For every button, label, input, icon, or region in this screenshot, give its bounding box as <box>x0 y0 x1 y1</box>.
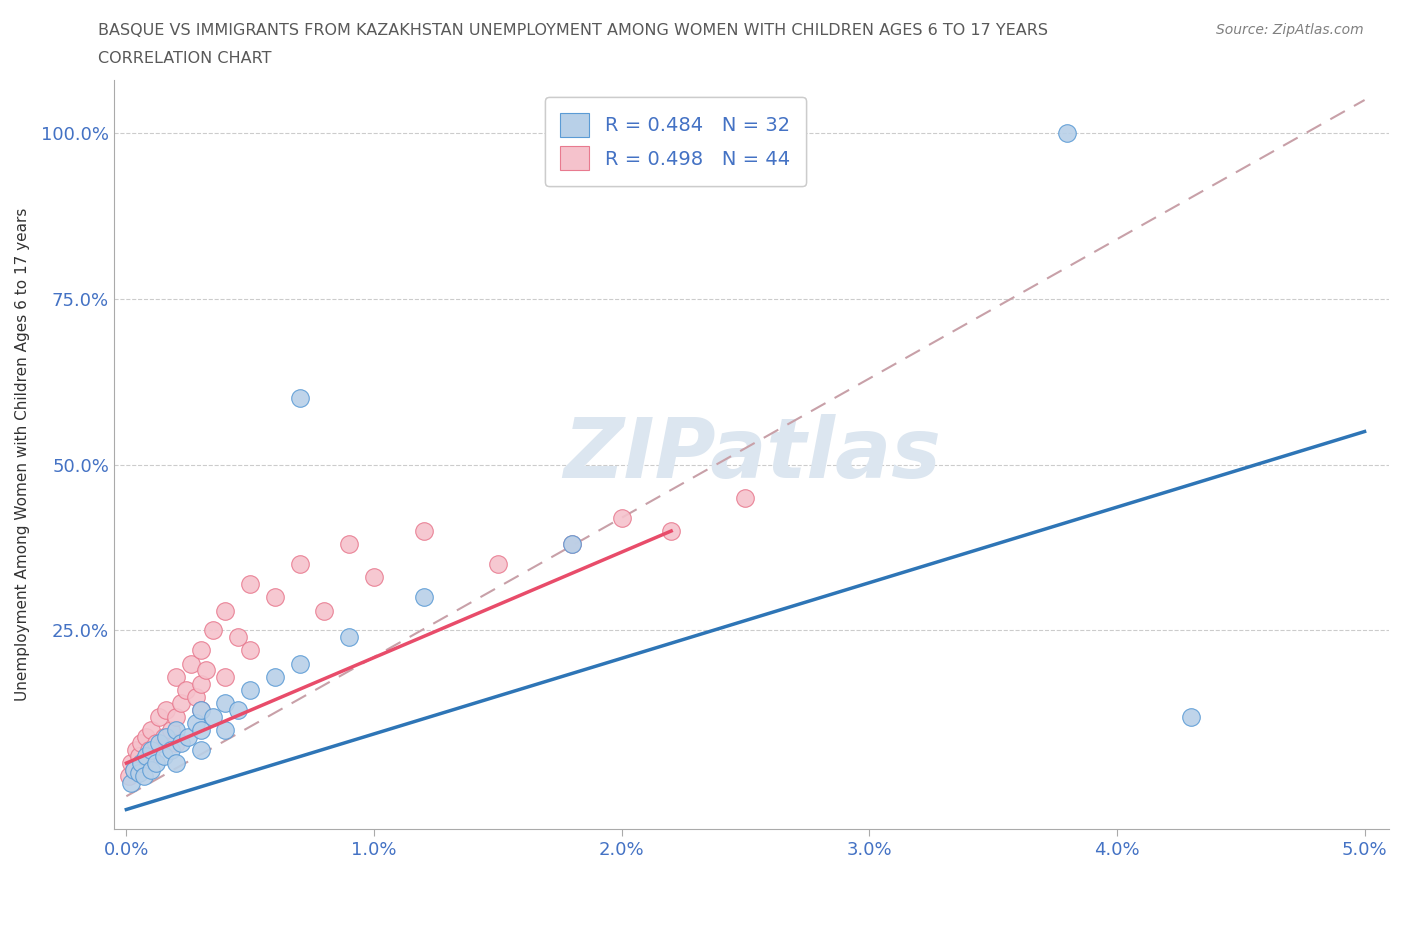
Point <box>184 689 207 704</box>
Point <box>145 756 167 771</box>
Point <box>165 756 187 771</box>
Point <box>120 776 142 790</box>
Point <box>139 723 162 737</box>
Point <box>125 742 148 757</box>
Point <box>135 729 157 744</box>
Point <box>139 763 162 777</box>
Point <box>264 670 287 684</box>
Point <box>412 524 434 538</box>
Point <box>190 723 212 737</box>
Point <box>363 570 385 585</box>
Point <box>190 643 212 658</box>
Point <box>226 630 249 644</box>
Point <box>165 736 187 751</box>
Point <box>129 756 152 771</box>
Text: BASQUE VS IMMIGRANTS FROM KAZAKHSTAN UNEMPLOYMENT AMONG WOMEN WITH CHILDREN AGES: BASQUE VS IMMIGRANTS FROM KAZAKHSTAN UNE… <box>98 23 1049 38</box>
Point <box>190 742 212 757</box>
Text: ZIPatlas: ZIPatlas <box>562 414 941 496</box>
Legend: R = 0.484   N = 32, R = 0.498   N = 44: R = 0.484 N = 32, R = 0.498 N = 44 <box>544 98 806 186</box>
Point <box>138 742 160 757</box>
Point <box>128 765 150 780</box>
Point <box>214 696 236 711</box>
Point <box>152 749 174 764</box>
Point <box>288 557 311 572</box>
Point <box>160 723 183 737</box>
Point <box>239 577 262 591</box>
Point <box>190 702 212 717</box>
Point <box>184 716 207 731</box>
Point <box>139 742 162 757</box>
Point <box>122 763 145 777</box>
Point <box>239 683 262 698</box>
Point <box>132 769 155 784</box>
Point <box>145 736 167 751</box>
Point <box>561 537 583 551</box>
Point <box>337 630 360 644</box>
Point <box>120 756 142 771</box>
Point <box>659 524 682 538</box>
Point <box>160 742 183 757</box>
Point <box>1056 126 1078 140</box>
Point <box>337 537 360 551</box>
Point <box>202 623 225 638</box>
Point <box>177 729 200 744</box>
Point <box>226 702 249 717</box>
Point <box>194 663 217 678</box>
Point <box>170 736 193 751</box>
Point <box>165 723 187 737</box>
Point <box>155 729 177 744</box>
Point <box>170 696 193 711</box>
Point <box>148 736 170 751</box>
Point <box>734 490 756 505</box>
Point <box>190 702 212 717</box>
Point <box>118 769 141 784</box>
Text: Source: ZipAtlas.com: Source: ZipAtlas.com <box>1216 23 1364 37</box>
Point <box>174 683 197 698</box>
Point <box>165 670 187 684</box>
Point <box>239 643 262 658</box>
Point <box>486 557 509 572</box>
Point <box>132 756 155 771</box>
Point <box>139 749 162 764</box>
Point <box>128 749 150 764</box>
Point <box>314 604 336 618</box>
Point <box>135 749 157 764</box>
Point <box>165 710 187 724</box>
Text: CORRELATION CHART: CORRELATION CHART <box>98 51 271 66</box>
Point <box>214 670 236 684</box>
Point <box>190 676 212 691</box>
Point <box>152 729 174 744</box>
Point <box>264 590 287 604</box>
Point <box>412 590 434 604</box>
Point <box>148 710 170 724</box>
Point <box>288 391 311 405</box>
Point <box>561 537 583 551</box>
Point <box>610 511 633 525</box>
Point <box>180 657 202 671</box>
Point <box>155 702 177 717</box>
Point <box>122 763 145 777</box>
Point <box>1180 710 1202 724</box>
Point <box>202 710 225 724</box>
Point <box>129 736 152 751</box>
Point <box>288 657 311 671</box>
Y-axis label: Unemployment Among Women with Children Ages 6 to 17 years: Unemployment Among Women with Children A… <box>15 208 30 701</box>
Point <box>214 604 236 618</box>
Point <box>214 723 236 737</box>
